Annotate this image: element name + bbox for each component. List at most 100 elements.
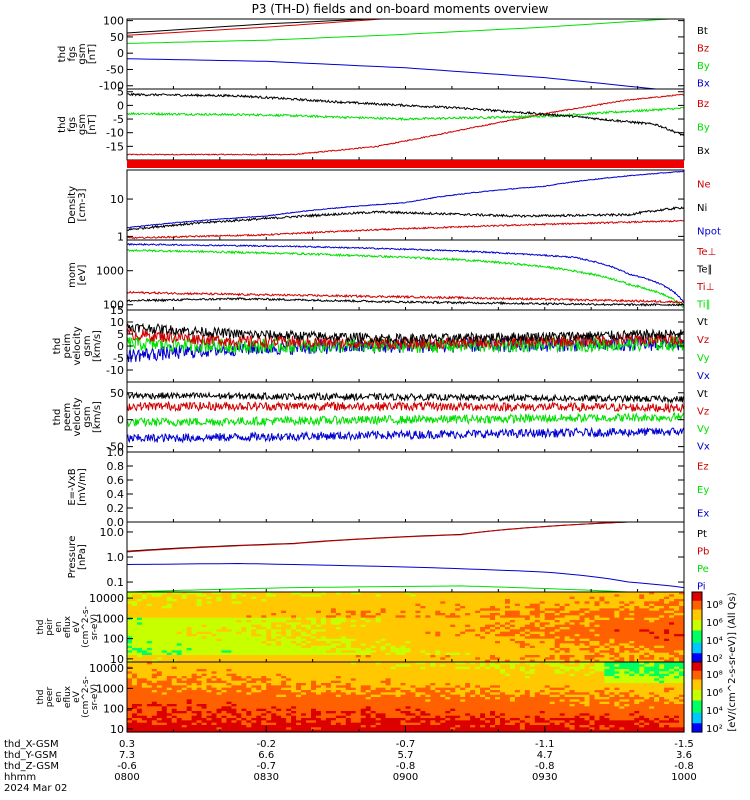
spectrogram-cell <box>131 687 138 691</box>
spectrogram-cell <box>156 648 163 651</box>
spectrogram-cell <box>350 603 357 607</box>
spectrogram-cell <box>136 662 143 665</box>
spectrogram-cell <box>216 708 223 712</box>
spectrogram-cell <box>246 676 252 679</box>
spectrogram-cell <box>266 648 272 651</box>
spectrogram-cell <box>186 645 193 649</box>
spectrogram-cell <box>470 608 476 612</box>
spectrogram-cell <box>241 725 247 728</box>
spectrogram-cell <box>206 680 213 684</box>
spectrogram-cell <box>181 704 188 707</box>
spectrogram-cell <box>360 666 367 670</box>
spectrogram-cell <box>266 666 272 670</box>
spectrogram-cell <box>345 671 352 675</box>
spectrogram-cell <box>166 711 173 714</box>
spectrogram-cell <box>186 606 193 609</box>
spectrogram-cell <box>271 629 277 633</box>
spectrogram-cell <box>410 624 417 628</box>
spectrogram-cell <box>221 652 228 656</box>
spectrogram-cell <box>504 643 511 647</box>
spectrogram-cell <box>644 636 650 640</box>
spectrogram-cell <box>609 608 615 612</box>
spectrogram-cell <box>460 650 466 654</box>
spectrogram-cell <box>395 652 402 656</box>
spectrogram-cell <box>156 678 163 682</box>
spectrogram-cell <box>166 643 173 647</box>
spectrogram-cell <box>291 692 297 696</box>
y-tick-label: -15 <box>106 140 124 153</box>
spectrogram-cell <box>146 601 153 605</box>
spectrogram-cell <box>634 617 640 621</box>
spectrogram-cell <box>470 606 476 609</box>
spectrogram-cell <box>161 657 168 661</box>
spectrogram-cell <box>216 664 223 668</box>
spectrogram-cell <box>291 662 297 665</box>
spectrogram-cell <box>345 687 352 691</box>
spectrogram-cell <box>291 720 297 724</box>
spectrogram-cell <box>141 711 148 714</box>
spectrogram-cell <box>400 610 407 614</box>
spectrogram-cell <box>325 620 332 623</box>
spectrogram-cell <box>166 666 173 670</box>
spectrogram-cell <box>534 629 541 633</box>
spectrogram-cell <box>286 699 292 703</box>
spectrogram-cell <box>579 596 586 600</box>
spectrogram-cell <box>519 627 526 630</box>
spectrogram-cell <box>619 643 625 647</box>
spectrogram-cell <box>495 620 501 623</box>
spectrogram-cell <box>624 645 630 649</box>
spectrogram-cell <box>146 615 153 619</box>
spectrogram-cell <box>186 610 193 614</box>
spectrogram-cell <box>301 615 307 619</box>
spectrogram-cell <box>559 652 566 656</box>
spectrogram-cell <box>181 678 188 682</box>
spectrogram-cell <box>350 594 357 598</box>
spectrogram-cell <box>465 608 471 612</box>
spectrogram-cell <box>430 650 436 654</box>
y-tick-label: 0.1 <box>107 576 125 589</box>
spectrogram-cell <box>554 596 561 600</box>
spectrogram-cell <box>151 648 158 651</box>
spectrogram-cell <box>499 613 506 616</box>
spectrogram-cell <box>375 617 382 621</box>
spectrogram-cell <box>216 713 223 717</box>
spectrogram-cell <box>221 610 228 614</box>
spectrogram-cell <box>395 594 402 598</box>
spectrogram-cell <box>211 697 218 700</box>
spectrogram-cell <box>365 620 372 623</box>
spectrogram-cell <box>529 645 536 649</box>
spectrogram-cell <box>450 638 456 642</box>
spectrogram-cell <box>166 636 173 640</box>
spectrogram-cell <box>460 596 466 600</box>
spectrogram-cell <box>679 596 685 600</box>
legend-label: Pt <box>697 529 707 540</box>
spectrogram-cell <box>335 671 342 675</box>
spectrogram-cell <box>559 613 566 616</box>
spectrogram-cell <box>529 608 536 612</box>
spectrogram-cell <box>495 645 501 649</box>
spectrogram-cell <box>345 722 352 726</box>
spectrogram-cell <box>380 655 387 658</box>
spectrogram-cell <box>549 601 556 605</box>
spectrogram-cell <box>296 592 302 595</box>
spectrogram-cell <box>171 608 178 612</box>
spectrogram-cell <box>365 650 372 654</box>
spectrogram-cell <box>325 610 332 614</box>
spectrogram-cell <box>306 606 312 609</box>
spectrogram-cell <box>301 690 307 693</box>
spectrogram-cell <box>191 715 198 719</box>
spectrogram-cell <box>614 650 620 654</box>
spectrogram-cell <box>639 610 645 614</box>
spectrogram-cell <box>664 645 670 649</box>
spectrogram-cell <box>226 622 233 626</box>
spectrogram-cell <box>325 627 332 630</box>
spectrogram-cell <box>380 652 387 656</box>
spectrogram-cell <box>315 643 322 647</box>
spectrogram-cell <box>156 629 163 633</box>
spectrogram-cell <box>320 659 327 663</box>
spectrogram-cell <box>161 699 168 703</box>
spectrogram-cell <box>330 697 337 700</box>
spectrogram-cell <box>206 610 213 614</box>
spectrogram-cell <box>584 624 591 628</box>
spectrogram-cell <box>281 727 287 731</box>
